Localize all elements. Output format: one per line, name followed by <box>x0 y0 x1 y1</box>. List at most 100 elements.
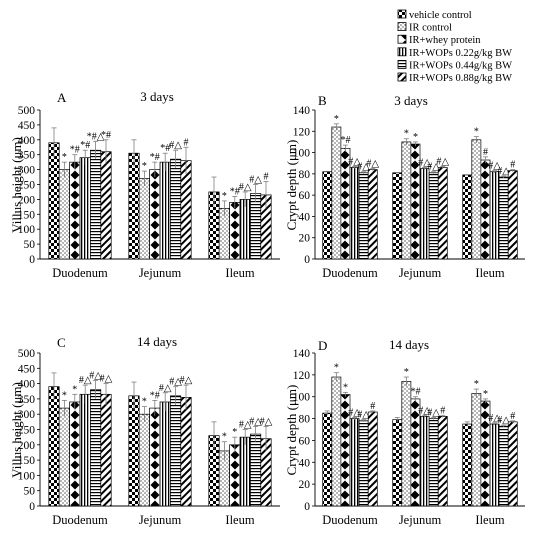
category-label: Duodenum <box>52 266 108 280</box>
legend-swatch <box>397 22 407 32</box>
significance-mark: * <box>232 427 237 438</box>
bar <box>471 393 482 507</box>
significance-mark: #△ <box>249 175 262 186</box>
bar <box>419 416 430 507</box>
y-tick-label: 450 <box>18 120 36 132</box>
bar <box>69 161 81 260</box>
bar <box>428 418 439 507</box>
significance-mark: #△ <box>418 157 431 168</box>
y-tick-label: 450 <box>18 363 36 375</box>
bar <box>250 193 262 260</box>
category-label: Duodenum <box>322 513 378 527</box>
significance-mark: # <box>440 405 445 416</box>
significance-mark: * <box>142 161 147 172</box>
significance-mark: # <box>510 411 515 422</box>
panel-title: 14 days <box>389 337 429 352</box>
significance-mark: * <box>334 363 339 374</box>
y-tick-label: 250 <box>18 180 36 192</box>
significance-mark: * <box>404 129 409 140</box>
significance-mark: #△ <box>100 374 113 385</box>
significance-mark: *# <box>150 390 160 401</box>
category-label: Jejunum <box>139 266 182 280</box>
significance-mark: #△ <box>366 159 379 170</box>
bar <box>358 172 369 260</box>
significance-mark: #△ <box>357 410 370 421</box>
legend-label: IR+WOPs 0.44g/kg BW <box>409 60 512 71</box>
y-tick-label: 0 <box>304 254 310 266</box>
significance-mark: * <box>474 127 479 138</box>
bar <box>218 207 230 260</box>
significance-mark: * <box>142 397 147 408</box>
panel-letter: D <box>318 338 327 353</box>
bar <box>159 161 171 260</box>
significance-mark: * <box>222 191 227 202</box>
bar <box>507 421 518 507</box>
category-label: Ileum <box>225 513 254 527</box>
bar <box>180 397 192 507</box>
bar <box>229 202 241 260</box>
bar <box>138 178 150 260</box>
bar <box>79 393 91 507</box>
bar <box>128 395 140 507</box>
significance-mark: * <box>343 382 348 393</box>
panel-B: 0 20 40 60 80 100 120 140 Crypt depth (μm) B 3 day… <box>284 93 525 280</box>
bar <box>58 169 70 260</box>
bar <box>489 171 500 260</box>
y-tick-label: 100 <box>293 392 311 404</box>
y-tick-label: 0 <box>304 501 310 513</box>
legend-label: vehicle control <box>409 10 472 21</box>
y-axis-label: Crypt depth (μm) <box>284 140 299 231</box>
y-tick-label: 500 <box>18 348 36 360</box>
bar <box>367 411 378 507</box>
bar <box>322 171 333 260</box>
category-label: Ileum <box>475 513 504 527</box>
panel-letter: B <box>318 93 327 108</box>
bar <box>69 401 81 507</box>
significance-mark: #△ <box>239 420 252 431</box>
significance-mark: #△ <box>427 407 440 418</box>
bar <box>498 425 509 507</box>
significance-mark: #△ <box>89 371 102 382</box>
y-tick-label: 300 <box>18 409 36 421</box>
significance-mark: *# <box>410 387 420 398</box>
category-label: Ileum <box>225 266 254 280</box>
bar <box>349 167 360 260</box>
significance-mark: * <box>474 379 479 390</box>
bar <box>462 423 473 507</box>
significance-mark: #△ <box>427 162 440 173</box>
bar <box>90 149 102 260</box>
bar <box>462 174 473 260</box>
panel-letter: A <box>57 90 67 105</box>
panel-title: 3 days <box>394 93 428 108</box>
significance-mark: # <box>184 137 189 148</box>
significance-mark: #△ <box>249 416 262 427</box>
panel-letter: C <box>57 335 66 350</box>
category-label: Duodenum <box>322 266 378 280</box>
significance-mark: #△ <box>418 405 431 416</box>
y-tick-label: 350 <box>18 150 36 162</box>
significance-mark: #△ <box>436 156 449 167</box>
significance-mark: #△ <box>488 413 501 424</box>
y-tick-label: 60 <box>299 435 311 447</box>
significance-mark: #△ <box>79 375 92 386</box>
legend-swatch <box>397 47 407 57</box>
significance-mark: *# <box>101 130 111 141</box>
legend-swatch <box>397 72 407 82</box>
bar <box>392 172 403 260</box>
legend-label: IR+WOPs 0.88g/kg BW <box>409 73 512 84</box>
y-tick-label: 50 <box>24 239 36 251</box>
significance-mark: *#△ <box>87 131 105 142</box>
panel-A: 0 50 100 150 200 250 300 350 400 450 500 Villus hei… <box>9 89 280 280</box>
bar <box>239 436 251 507</box>
y-tick-label: 140 <box>293 348 311 360</box>
significance-mark: * <box>413 132 418 143</box>
bar <box>437 416 448 507</box>
bar <box>401 141 412 260</box>
bar <box>48 142 60 260</box>
bar <box>250 433 262 507</box>
legend-swatch <box>397 60 407 69</box>
category-label: Jejunum <box>399 513 442 527</box>
bar <box>90 389 102 507</box>
significance-mark: #△ <box>348 156 361 167</box>
